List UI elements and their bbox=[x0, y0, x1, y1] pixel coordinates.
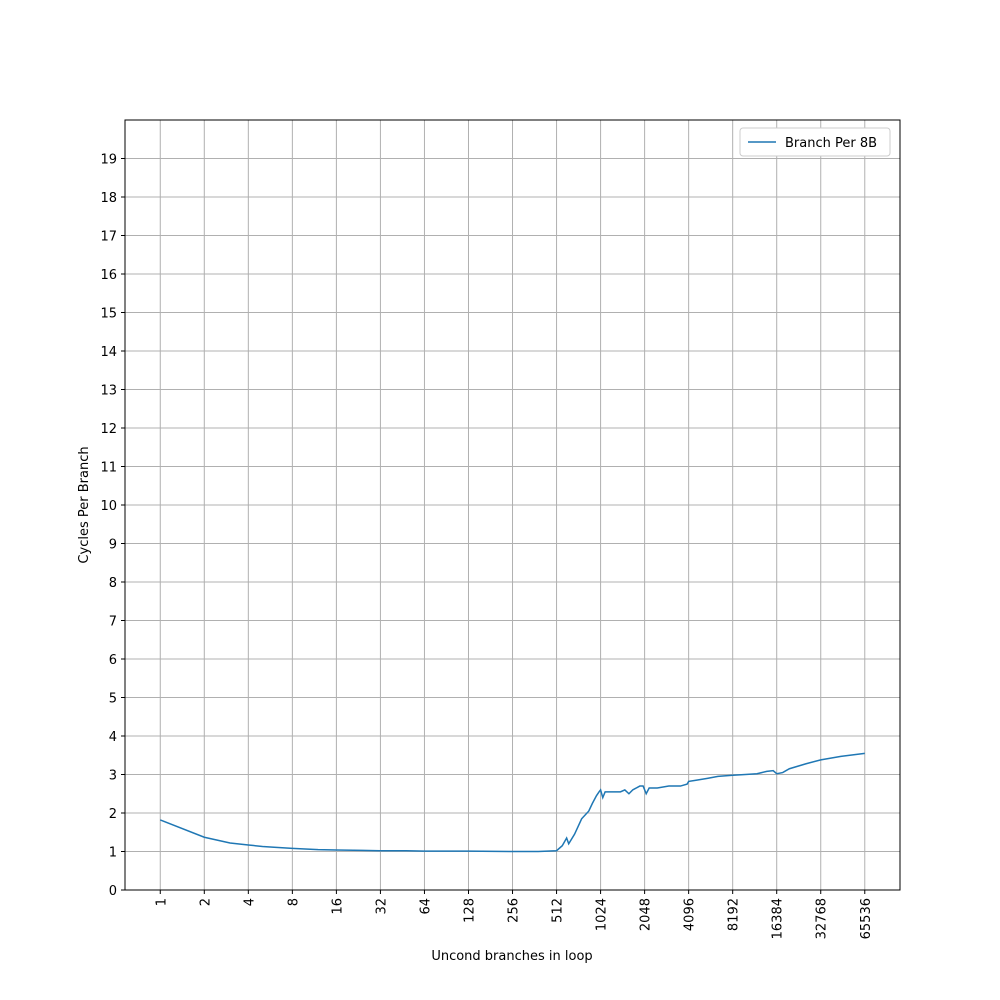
y-tick-label: 14 bbox=[100, 345, 117, 360]
x-tick-label: 2 bbox=[198, 898, 213, 906]
y-tick-label: 10 bbox=[100, 499, 117, 514]
plot-frame bbox=[124, 119, 901, 891]
y-tick-label: 11 bbox=[100, 461, 117, 476]
y-tick-label: 2 bbox=[109, 807, 117, 822]
y-tick-label: 7 bbox=[109, 615, 117, 630]
x-tick-label: 512 bbox=[551, 898, 566, 923]
x-tick-label: 2048 bbox=[639, 898, 654, 931]
y-tick-label: 18 bbox=[100, 191, 117, 206]
x-tick-label: 32768 bbox=[815, 898, 830, 939]
y-tick-label: 15 bbox=[100, 307, 117, 322]
y-tick-label: 17 bbox=[100, 230, 117, 245]
y-tick-label: 12 bbox=[100, 422, 117, 437]
y-tick-label: 8 bbox=[109, 576, 117, 591]
y-tick-label: 3 bbox=[109, 769, 117, 784]
legend-label: Branch Per 8B bbox=[785, 136, 877, 151]
y-tick-label: 19 bbox=[100, 153, 117, 168]
x-tick-label: 16384 bbox=[771, 898, 786, 939]
x-tick-label: 8 bbox=[286, 898, 301, 906]
data-line bbox=[159, 752, 865, 853]
y-tick-label: 1 bbox=[109, 846, 117, 861]
y-axis-label: Cycles Per Branch bbox=[77, 446, 92, 563]
y-tick-label: 4 bbox=[109, 730, 117, 745]
y-tick-label: 6 bbox=[109, 653, 117, 668]
x-tick-label: 4096 bbox=[683, 898, 698, 931]
x-tick-label: 65536 bbox=[859, 898, 874, 939]
x-tick-label: 1 bbox=[154, 898, 169, 906]
x-tick-label: 256 bbox=[507, 898, 522, 923]
x-axis-label: Uncond branches in loop bbox=[431, 949, 592, 964]
y-tick-label: 0 bbox=[109, 884, 117, 899]
x-tick-label: 16 bbox=[330, 898, 345, 915]
x-tick-label: 64 bbox=[418, 898, 433, 915]
x-tick-label: 128 bbox=[462, 898, 477, 923]
x-tick-label: 32 bbox=[374, 898, 389, 915]
y-tick-label: 16 bbox=[100, 268, 117, 283]
legend-box bbox=[739, 127, 891, 157]
x-tick-label: 8192 bbox=[727, 898, 742, 931]
y-tick-label: 9 bbox=[109, 538, 117, 553]
x-tick-label: 4 bbox=[242, 898, 257, 906]
y-tick-label: 13 bbox=[100, 384, 117, 399]
y-tick-label: 5 bbox=[109, 692, 117, 707]
x-tick-label: 1024 bbox=[595, 898, 610, 931]
